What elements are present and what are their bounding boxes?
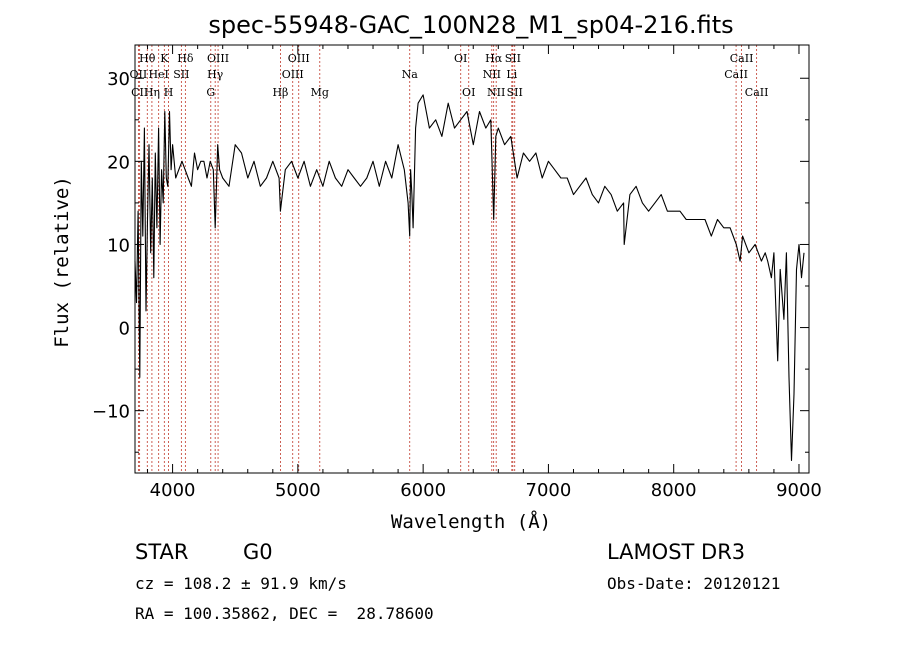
y-tick-label: 10 [107, 235, 130, 256]
spectral-line-label: NII [483, 68, 501, 81]
x-tick-label: 6000 [400, 480, 446, 501]
spectral-line-label: OIII [282, 68, 304, 81]
spectral-line-label: Na [402, 68, 419, 81]
spectral-line-label: H [164, 86, 174, 99]
x-axis-ticks: 4000 5000 6000 7000 8000 9000 [147, 45, 822, 501]
object-class: STAR [135, 540, 189, 564]
coordinates: RA = 100.35862, DEC = 28.78600 [135, 604, 434, 623]
spectral-line-label: SII [173, 68, 189, 81]
x-tick-label: 8000 [651, 480, 697, 501]
y-tick-label: −10 [92, 402, 130, 423]
spectral-line-label: OIII [288, 52, 310, 65]
spectral-line-label: Hδ [177, 52, 194, 65]
spectral-line-label: SII [505, 52, 521, 65]
spectral-line-label: OI [462, 86, 475, 99]
x-tick-label: 7000 [526, 480, 572, 501]
spectral-line-label: NII [487, 86, 505, 99]
x-tick-label: 9000 [776, 480, 822, 501]
spectral-line-label: OI [454, 52, 467, 65]
y-tick-label: 0 [119, 319, 130, 340]
subclass: G0 [243, 540, 273, 564]
spectral-line-markers [137, 45, 758, 473]
spectral-line-label: Hβ [272, 86, 288, 99]
spectral-line-label: Hα [485, 52, 503, 65]
x-tick-label: 5000 [275, 480, 321, 501]
chart-title: spec-55948-GAC_100N28_M1_sp04-216.fits [208, 11, 733, 39]
plot-frame [134, 44, 810, 474]
y-axis-ticks: −10 0 10 20 30 [92, 69, 809, 453]
spectral-line-label: OIII [207, 52, 229, 65]
spectral-line-label: K [160, 52, 169, 65]
spectral-line-label: Hη [144, 86, 160, 99]
spectral-line-label: Hγ [207, 68, 224, 81]
spectral-line-label: Mg [311, 86, 329, 99]
y-tick-label: 20 [107, 152, 130, 173]
y-axis-label: Flux (relative) [51, 176, 73, 348]
spectral-line-label: Hθ [139, 52, 156, 65]
spectral-line-label: G [206, 86, 215, 99]
observation-date: Obs-Date: 20120121 [607, 574, 781, 593]
spectral-line-label: OII [130, 68, 148, 81]
spectral-line-label: HeI [148, 68, 168, 81]
flux-series-line [134, 94, 805, 462]
spectral-line-label: CaII [730, 52, 754, 65]
spectral-line-label: SII [507, 86, 523, 99]
x-axis-label: Wavelength (Å) [391, 510, 551, 533]
spectral-line-label: CaII [724, 68, 748, 81]
survey-name: LAMOST DR3 [607, 540, 746, 564]
y-tick-label: 30 [107, 69, 130, 90]
spectral-line-label: Li [506, 68, 517, 81]
x-tick-label: 4000 [150, 480, 196, 501]
redshift-velocity: cz = 108.2 ± 91.9 km/s [135, 574, 347, 593]
spectral-line-label: CaII [745, 86, 769, 99]
